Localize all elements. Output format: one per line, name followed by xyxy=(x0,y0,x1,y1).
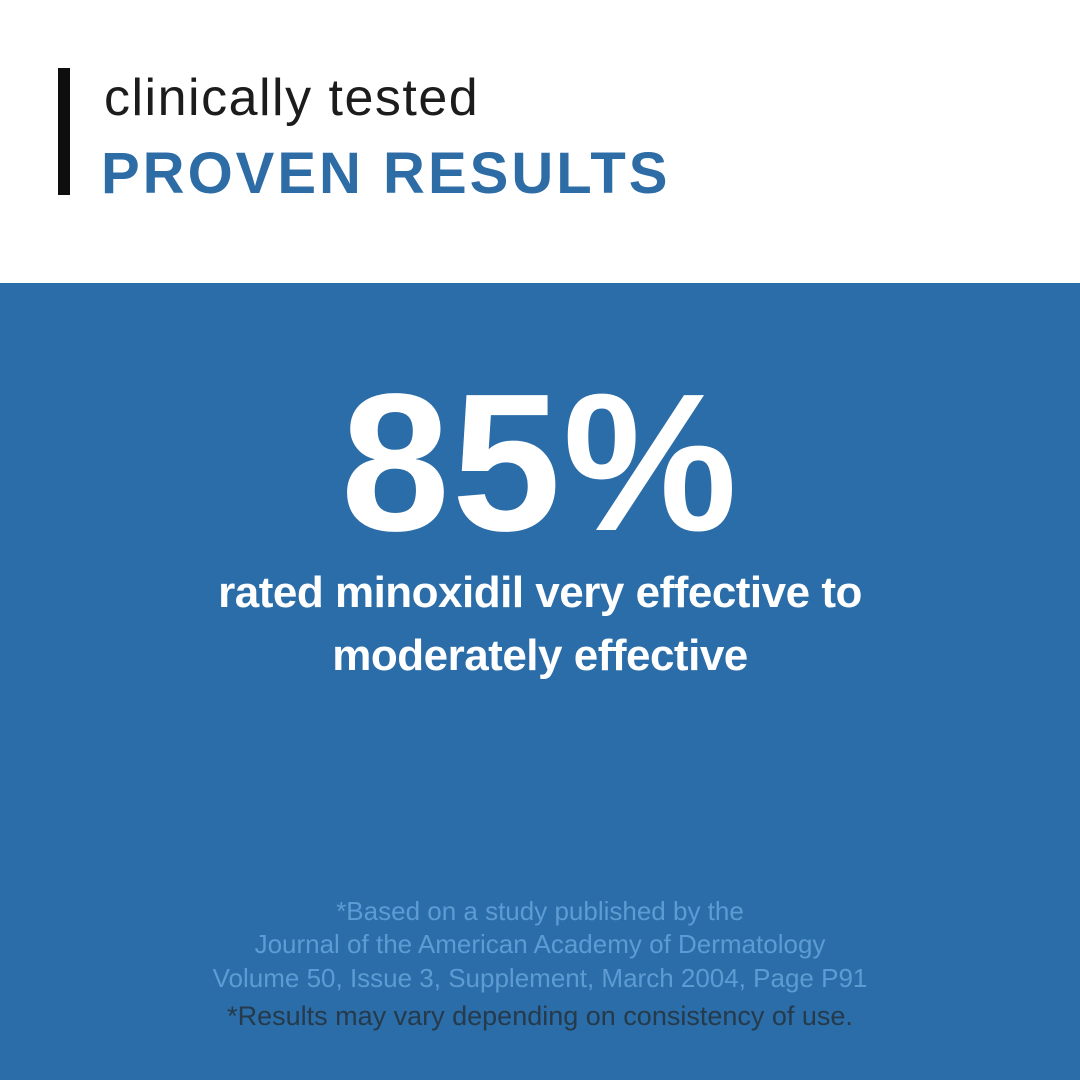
results-disclaimer: *Results may vary depending on consisten… xyxy=(227,1001,853,1031)
stat-panel: 85% rated minoxidil very effective to mo… xyxy=(0,283,1080,1080)
citation-line-1: *Based on a study published by the xyxy=(336,896,744,926)
header-title: PROVEN RESULTS xyxy=(101,141,671,206)
study-citation: *Based on a study published by the Journ… xyxy=(0,895,1080,995)
header-eyebrow: clinically tested xyxy=(104,69,480,127)
header-section: clinically tested PROVEN RESULTS xyxy=(0,0,1080,283)
citation-line-3: Volume 50, Issue 3, Supplement, March 20… xyxy=(212,962,868,993)
stat-value: 85% xyxy=(340,353,740,572)
vertical-accent-bar xyxy=(58,68,70,195)
citation-line-2: Journal of the American Academy of Derma… xyxy=(254,929,826,960)
stat-description-line1: rated minoxidil very effective to xyxy=(218,568,862,617)
stat-description: rated minoxidil very effective to modera… xyxy=(0,561,1080,688)
stat-description-line2: moderately effective xyxy=(332,631,748,681)
